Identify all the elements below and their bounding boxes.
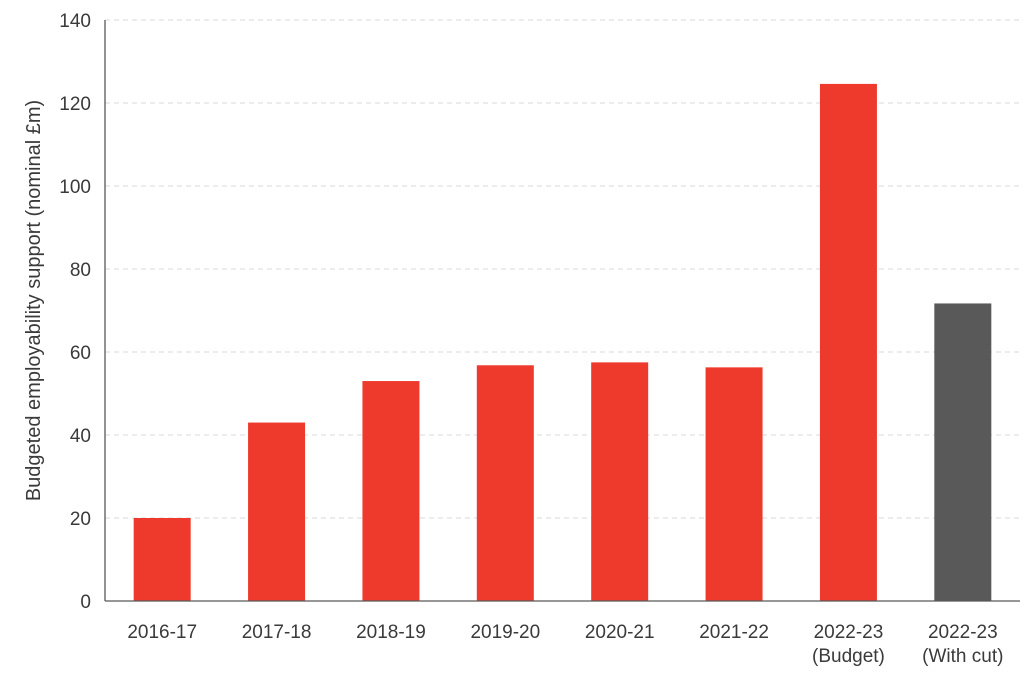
bar (819, 83, 877, 601)
x-tick-label: 2017-18 (242, 622, 312, 643)
bar (591, 362, 649, 601)
bars (133, 83, 992, 601)
gridlines (105, 19, 1020, 519)
y-tick-label: 100 (59, 177, 91, 198)
y-tick-label: 60 (70, 343, 91, 364)
y-tick-label: 120 (59, 94, 91, 115)
x-tick-label-line: 2017-18 (242, 622, 312, 643)
x-tick-label: 2020-21 (585, 622, 655, 643)
x-tick-label-line: 2022-23 (928, 622, 998, 643)
bar (476, 365, 534, 601)
y-tick-labels: 0 20 40 60 80 100 120 140 (59, 11, 91, 613)
bar (934, 303, 992, 601)
bar (248, 422, 306, 601)
x-tick-label: 2018-19 (356, 622, 426, 643)
axes (104, 20, 1020, 602)
x-tick-label-line: 2021-22 (699, 622, 769, 643)
x-tick-label-line: 2019-20 (470, 622, 540, 643)
y-axis-label: Budgeted employability support (nominal … (23, 100, 45, 501)
x-tick-label-line: (With cut) (922, 646, 1003, 667)
x-tick-label-line: 2016-17 (127, 622, 197, 643)
x-tick-label: 2019-20 (470, 622, 540, 643)
bar (362, 381, 420, 601)
x-tick-labels: 2016-17 2017-18 2018-19 2019-20 2020-21 2021-… (127, 622, 1003, 667)
x-tick-label-line: 2022-23 (814, 622, 884, 643)
x-tick-label: 2022-23 (With cut) (922, 622, 1003, 667)
y-tick-label: 80 (70, 260, 91, 281)
x-tick-label-line: 2020-21 (585, 622, 655, 643)
bar (705, 367, 763, 601)
x-tick-label: 2022-23 (Budget) (812, 622, 885, 667)
y-tick-label: 0 (80, 592, 91, 613)
x-tick-label: 2021-22 (699, 622, 769, 643)
y-tick-label: 140 (59, 11, 91, 32)
x-tick-label: 2016-17 (127, 622, 197, 643)
y-tick-label: 40 (70, 426, 91, 447)
y-tick-label: 20 (70, 509, 91, 530)
x-tick-label-line: 2018-19 (356, 622, 426, 643)
x-tick-label-line: (Budget) (812, 646, 885, 667)
bar (133, 518, 191, 601)
